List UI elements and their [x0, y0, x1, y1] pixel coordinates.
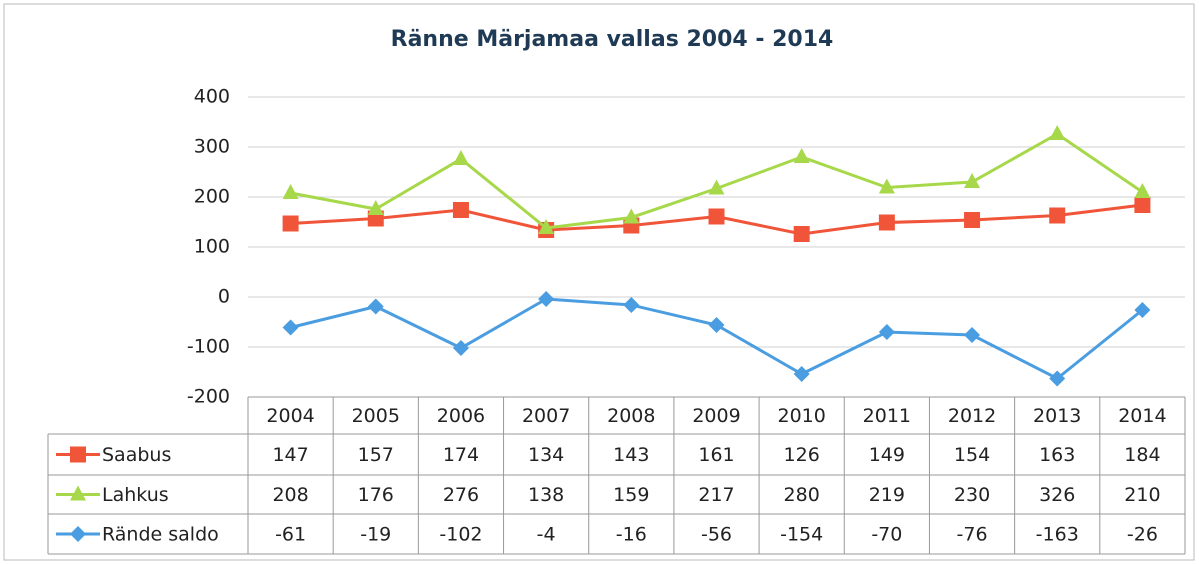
table-cell: -56	[701, 524, 732, 546]
y-tick-label: 200	[194, 186, 230, 208]
chart-frame	[3, 3, 1195, 561]
x-tick-label: 2008	[607, 405, 655, 427]
marker	[878, 324, 895, 340]
table-cell: 276	[443, 484, 479, 506]
y-tick-label: 400	[194, 86, 230, 108]
marker	[1049, 125, 1066, 140]
marker	[708, 317, 725, 333]
legend-marker	[70, 446, 86, 463]
chart-title: Ränne Märjamaa vallas 2004 - 2014	[391, 27, 834, 52]
table-cell: -61	[275, 524, 306, 546]
marker	[708, 179, 725, 195]
legend-marker	[70, 526, 86, 542]
marker	[367, 200, 384, 215]
table-cell: -26	[1127, 524, 1158, 546]
x-tick-label: 2013	[1033, 405, 1081, 427]
table-cell: 149	[869, 444, 905, 466]
x-tick-label: 2007	[522, 405, 570, 427]
marker	[878, 178, 895, 194]
x-tick-label: 2012	[948, 405, 996, 427]
marker	[452, 340, 469, 356]
marker	[538, 219, 555, 234]
table-cell: -4	[537, 524, 556, 546]
marker	[623, 208, 640, 224]
table-cell: -154	[780, 524, 823, 546]
table-cell: 230	[954, 484, 990, 506]
y-tick-label: 0	[218, 286, 230, 308]
table-cell: 326	[1039, 484, 1075, 506]
table-cell: 210	[1124, 484, 1160, 506]
x-tick-label: 2004	[266, 405, 314, 427]
x-tick-label: 2010	[778, 405, 826, 427]
y-tick-label: -200	[187, 386, 230, 408]
table-cell: -19	[360, 524, 391, 546]
table-cell: 138	[528, 484, 564, 506]
x-tick-label: 2011	[863, 405, 911, 427]
table-cell: 219	[869, 484, 905, 506]
marker	[538, 291, 555, 307]
marker	[793, 226, 810, 242]
table-cell: 176	[358, 484, 394, 506]
x-tick-label: 2006	[437, 405, 485, 427]
table-cell: 208	[272, 484, 308, 506]
marker	[282, 215, 299, 232]
legend-marker	[70, 485, 86, 501]
x-tick-label: 2005	[352, 405, 400, 427]
marker	[623, 297, 640, 313]
table-cell: 154	[954, 444, 990, 466]
marker	[282, 319, 299, 336]
table-cell: 126	[784, 444, 820, 466]
table-cell: 143	[613, 444, 649, 466]
table-cell: 161	[698, 444, 734, 466]
legend-label: Saabus	[102, 444, 171, 466]
table-cell: -70	[871, 524, 902, 546]
marker	[1134, 197, 1151, 213]
y-tick-label: -100	[187, 336, 230, 358]
marker	[964, 212, 981, 228]
table-cell: 134	[528, 444, 564, 466]
marker	[452, 202, 469, 218]
marker	[367, 298, 384, 315]
table-cell: 163	[1039, 444, 1075, 466]
marker	[282, 184, 299, 199]
marker	[793, 366, 810, 382]
table-cell: -163	[1036, 524, 1079, 546]
table-cell: 147	[272, 444, 308, 466]
table-cell: 174	[443, 444, 479, 466]
table-cell: -16	[616, 524, 647, 546]
table-cell: -102	[439, 524, 482, 546]
x-tick-label: 2009	[692, 405, 740, 427]
marker	[708, 208, 725, 225]
marker	[878, 214, 895, 231]
table-cell: 157	[358, 444, 394, 466]
marker	[1049, 370, 1066, 387]
table-cell: 280	[784, 484, 820, 506]
marker	[1134, 302, 1151, 318]
table-cell: 184	[1124, 444, 1160, 466]
table-cell: 159	[613, 484, 649, 506]
y-tick-label: 300	[194, 136, 230, 158]
marker	[964, 173, 981, 188]
marker	[1049, 207, 1066, 224]
marker	[452, 150, 469, 165]
marker	[793, 148, 810, 163]
marker	[1134, 183, 1151, 198]
table-cell: 217	[698, 484, 734, 506]
y-tick-label: 100	[194, 236, 230, 258]
legend-label: Rände saldo	[102, 524, 219, 546]
legend-label: Lahkus	[102, 484, 169, 506]
marker	[964, 327, 981, 343]
table-cell: -76	[957, 524, 988, 546]
x-tick-label: 2014	[1118, 405, 1166, 427]
